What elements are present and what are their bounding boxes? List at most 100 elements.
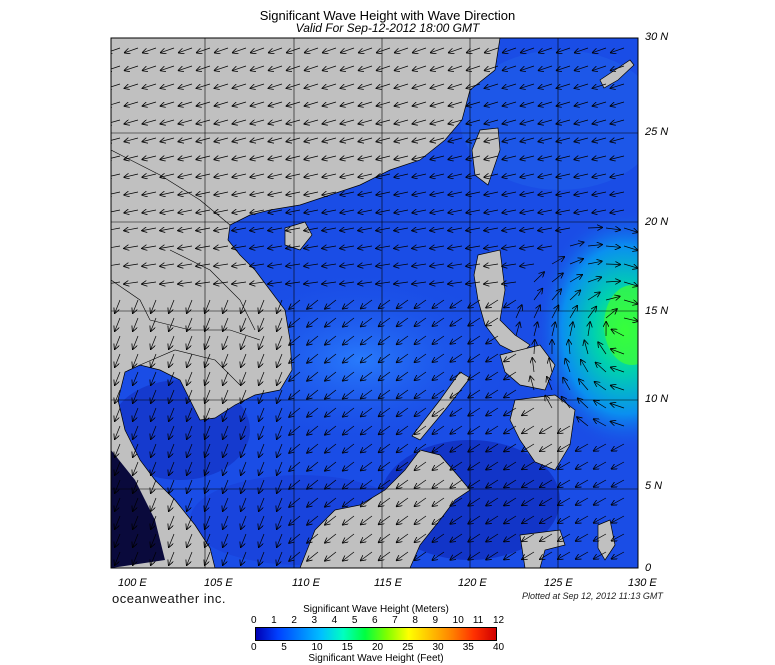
- wave-arrow: [397, 515, 409, 524]
- wave-arrow: [563, 378, 571, 391]
- wave-arrow: [486, 389, 499, 398]
- wave-arrow: [538, 156, 553, 159]
- wave-arrow: [304, 192, 319, 195]
- wave-arrow: [322, 246, 337, 248]
- wave-arrow: [594, 533, 607, 541]
- wave-arrow: [241, 407, 247, 421]
- wave-arrow: [556, 228, 571, 231]
- wave-arrow: [448, 156, 463, 159]
- wave-arrow: [379, 353, 391, 362]
- wave-arrow: [241, 443, 247, 457]
- wave-arrow: [205, 389, 211, 403]
- wave-arrow: [160, 264, 175, 266]
- wave-arrow: [486, 335, 499, 344]
- wave-arrow: [433, 389, 445, 398]
- wave-arrow: [431, 101, 445, 106]
- wave-arrow: [169, 443, 175, 457]
- wave-arrow: [169, 533, 175, 547]
- wave-arrow: [250, 156, 265, 159]
- wave-arrow: [503, 47, 517, 53]
- wave-arrow: [197, 120, 211, 124]
- wave-arrow: [575, 47, 589, 53]
- wave-arrow: [187, 551, 193, 565]
- wave-arrow: [587, 245, 602, 246]
- wave-arrow: [214, 156, 229, 159]
- wave-arrow: [558, 497, 571, 505]
- wave-arrow: [379, 479, 391, 488]
- wave-arrow: [397, 461, 409, 470]
- wave-arrow: [169, 335, 175, 349]
- wave-arrow: [196, 264, 211, 266]
- colorbar-meters-tick: 3: [311, 615, 318, 626]
- wave-arrow: [433, 353, 445, 362]
- wave-arrow: [169, 551, 175, 565]
- wave-arrow: [343, 497, 355, 507]
- wave-arrow: [522, 497, 535, 505]
- colorbar-feet-tick: 0: [251, 642, 257, 653]
- wave-arrow: [379, 497, 391, 506]
- wave-arrow: [251, 101, 265, 106]
- wave-arrow: [623, 263, 637, 268]
- wave-arrow: [151, 335, 157, 349]
- wave-arrow: [143, 138, 157, 142]
- wave-arrow: [277, 461, 283, 475]
- wave-arrow: [269, 101, 283, 106]
- wave-arrow: [325, 497, 337, 507]
- wave-arrow: [277, 389, 283, 403]
- wave-arrow: [612, 515, 625, 523]
- wave-arrow: [269, 83, 283, 88]
- wave-arrow: [115, 461, 121, 475]
- wave-arrow: [223, 443, 229, 457]
- wave-arrow: [467, 120, 481, 124]
- wave-arrow: [522, 407, 535, 415]
- wave-arrow: [268, 174, 283, 177]
- wave-arrow: [307, 299, 319, 309]
- wave-arrow: [377, 138, 391, 142]
- wave-arrow: [504, 533, 517, 542]
- wave-arrow: [124, 192, 139, 195]
- wave-arrow: [125, 120, 139, 124]
- wave-arrow: [395, 101, 409, 106]
- wave-arrow: [277, 317, 283, 331]
- wave-arrow: [379, 533, 391, 542]
- wave-arrow: [397, 407, 409, 416]
- wave-arrow: [539, 47, 553, 53]
- wave-arrow: [241, 461, 247, 475]
- wave-arrow: [341, 101, 355, 106]
- wave-arrow: [450, 425, 463, 434]
- wave-arrow: [359, 65, 373, 70]
- wave-arrow: [415, 551, 427, 560]
- wave-arrow: [223, 461, 229, 475]
- wave-arrow: [449, 138, 463, 142]
- wave-arrow: [415, 533, 427, 542]
- wave-arrow: [142, 228, 157, 231]
- plotted-timestamp: Plotted at Sep 12, 2012 11:13 GMT: [522, 591, 663, 601]
- wave-arrow: [343, 533, 355, 543]
- wave-arrow: [574, 156, 589, 159]
- wave-arrow: [431, 83, 445, 88]
- wave-arrow: [569, 306, 577, 319]
- wave-direction-arrows: [111, 47, 638, 565]
- wave-arrow: [160, 174, 175, 177]
- wave-arrow: [520, 174, 535, 177]
- wave-arrow: [205, 515, 211, 529]
- colorbar-meters-tick: 4: [331, 615, 338, 626]
- wave-arrow: [412, 264, 427, 266]
- wave-arrow: [450, 371, 463, 380]
- wave-arrow: [205, 497, 211, 511]
- wave-arrow: [277, 371, 283, 385]
- wave-arrow: [556, 174, 571, 177]
- wave-arrow: [115, 551, 121, 565]
- wave-arrow: [611, 138, 625, 142]
- colorbar: [255, 627, 497, 641]
- wave-arrow: [394, 210, 409, 213]
- colorbar-meters-tick: 1: [271, 615, 277, 626]
- wave-arrow: [205, 425, 211, 439]
- wave-arrow: [361, 443, 373, 452]
- wave-arrow: [610, 210, 625, 213]
- wave-arrow: [322, 174, 337, 177]
- wave-arrow: [250, 246, 265, 248]
- wave-arrow: [433, 479, 445, 488]
- wave-arrow: [187, 515, 193, 529]
- wave-arrow: [466, 192, 481, 195]
